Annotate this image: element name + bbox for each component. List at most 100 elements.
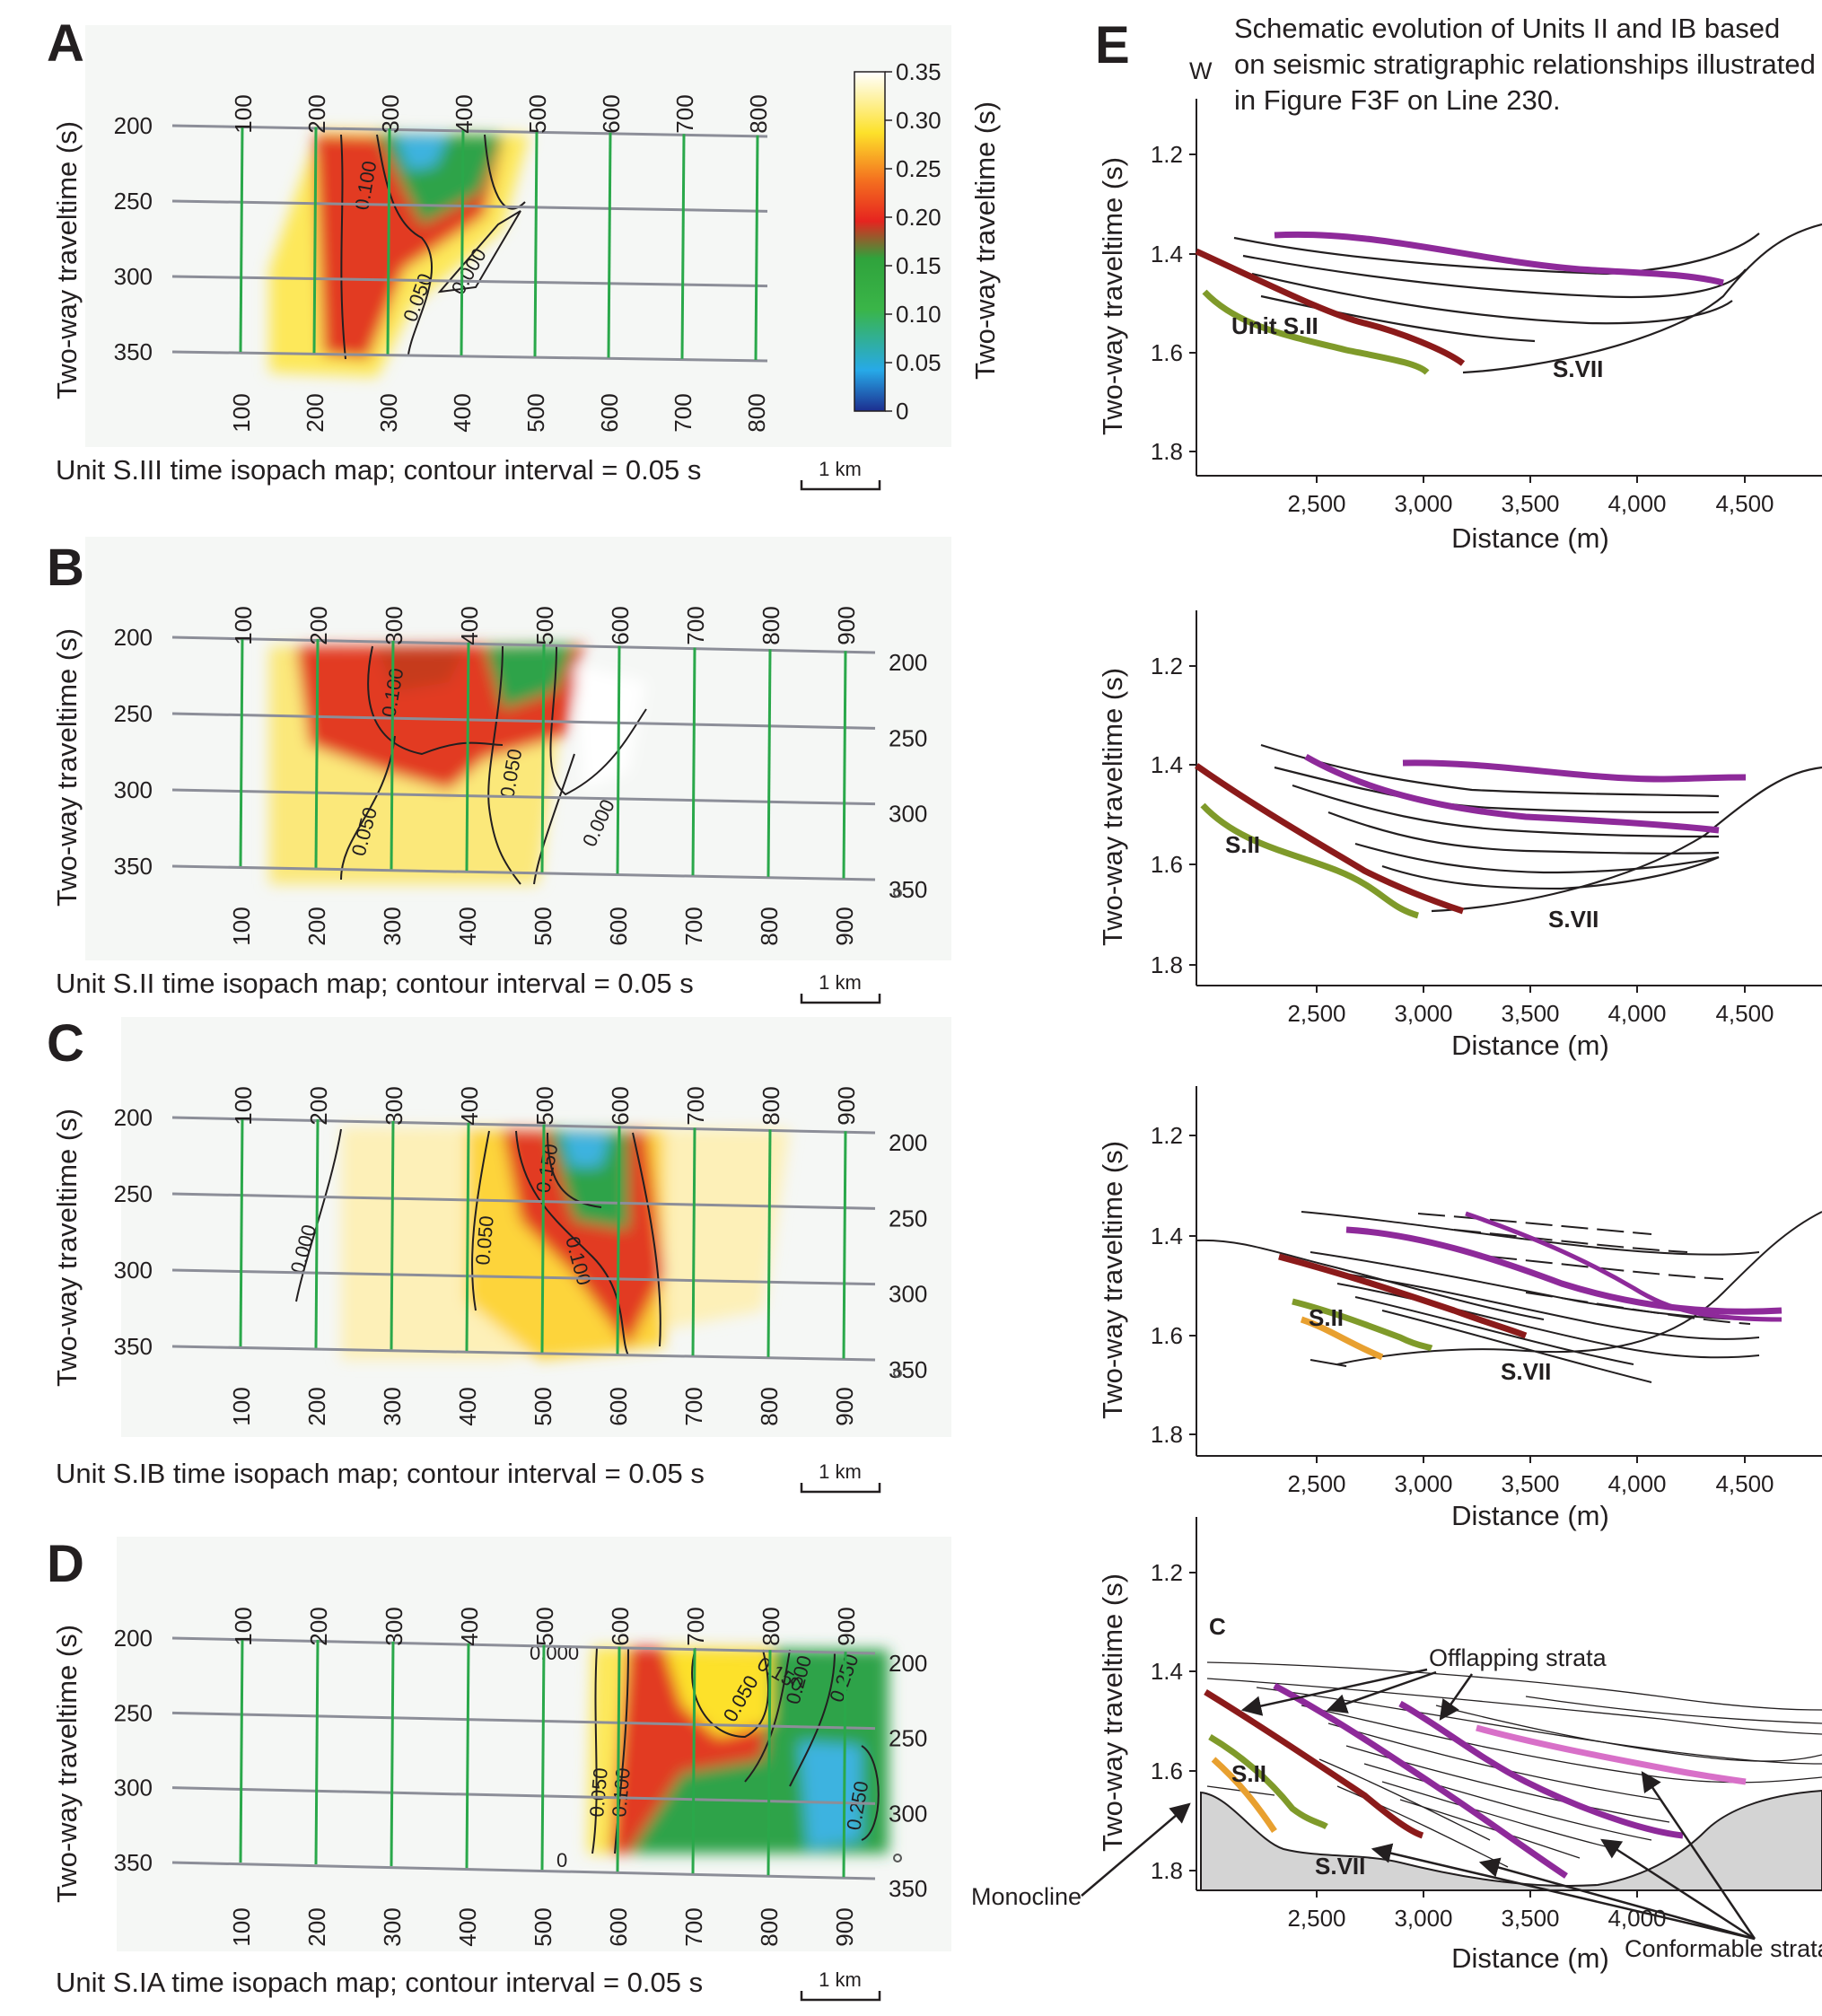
offlap-label: Offlapping strata <box>1429 1644 1607 1671</box>
bottom-tick-label: 500 <box>522 393 549 432</box>
grid-column-line <box>540 1644 546 1871</box>
x-tick-label: 3,000 <box>1394 490 1452 517</box>
top-tick-label: 600 <box>607 1607 634 1645</box>
bottom-tick-label: 100 <box>228 907 255 945</box>
y-tick-label: 350 <box>114 338 153 365</box>
top-tick-label: 600 <box>607 1086 634 1125</box>
map-caption: Unit S.II time isopach map; contour inte… <box>56 968 694 999</box>
bottom-tick-label: 700 <box>680 1387 707 1425</box>
top-tick-label: 900 <box>833 606 860 644</box>
y-tick-label: 200 <box>114 624 153 651</box>
colorbar-tick-label: 0.10 <box>896 301 942 328</box>
y-tick-label: 1.2 <box>1151 141 1183 168</box>
grid-column-line <box>314 1639 320 1865</box>
grid-column-line <box>386 128 391 355</box>
grid-column-line <box>465 1643 470 1869</box>
y-axis-label: Two-way traveltime (s) <box>1097 668 1128 946</box>
y-tick-label: 250 <box>114 1699 153 1726</box>
colorbar-tick-label: 0.30 <box>896 107 942 134</box>
y-tick-label: 350 <box>114 1333 153 1360</box>
bottom-tick-label: 300 <box>379 1387 406 1425</box>
top-tick-label: 700 <box>682 1607 709 1645</box>
scale-bar-icon: 1 km <box>800 971 881 1004</box>
y-tick-label: 250 <box>114 1180 153 1207</box>
right-tick-label: 300 <box>889 801 927 828</box>
right-tick-label: 250 <box>889 1725 927 1752</box>
unit-label: S.II <box>1309 1304 1344 1331</box>
grid-column-line <box>766 649 772 877</box>
contour-label: 0.100 <box>608 1766 635 1818</box>
top-tick-label: 900 <box>833 1086 860 1125</box>
right-tick-label: 250 <box>889 724 927 751</box>
right-tick-label: 300 <box>889 1281 927 1308</box>
reflector-lines <box>1233 223 1822 374</box>
unit-label: Unit S.II <box>1231 312 1318 339</box>
bottom-tick-label: 100 <box>228 393 255 432</box>
top-tick-label: 500 <box>531 606 558 644</box>
grid-row-line <box>171 350 768 363</box>
x-tick-label: 3,000 <box>1394 1000 1452 1027</box>
horizon-purple <box>1345 1226 1783 1315</box>
map-panel-c: C 0.000 0.050 0.150 0.100 20020025025030… <box>47 1014 951 1494</box>
grid-column-line <box>691 1127 696 1356</box>
horizon-maroon <box>1195 248 1466 366</box>
top-tick-label: 700 <box>682 606 709 644</box>
bottom-tick-label: 700 <box>670 393 696 432</box>
panel-title-line: in Figure F3F on Line 230. <box>1234 84 1561 116</box>
x-tick-label: 3,500 <box>1501 1470 1559 1497</box>
top-tick-label: 400 <box>451 94 477 133</box>
y-tick-label: 1.8 <box>1151 1421 1183 1448</box>
grid-column-line <box>239 1117 244 1347</box>
y-tick-label: 350 <box>114 853 153 880</box>
y-tick-label: 200 <box>114 1625 153 1652</box>
panel-letter: A <box>47 14 84 73</box>
contour-lines <box>340 134 526 360</box>
top-tick-label: 500 <box>524 94 551 133</box>
y-tick-label: 1.6 <box>1151 1322 1183 1349</box>
top-tick-label: 300 <box>381 1086 407 1125</box>
y-tick-label: 1.8 <box>1151 438 1183 465</box>
cross-section-1: 1.2 1.4 1.6 1.8 2,500 3,000 3,500 4,000 4,500 Dis… <box>1097 99 1822 554</box>
map-panel-b: B 0.100 0.050 0.050 0.000 20020025025030… <box>47 537 951 1004</box>
map-edge-marker-icon <box>893 889 902 898</box>
tick-labels: 200 200 250 250 300 300 350 350 100 100 200 200 300 3… <box>114 1086 928 1425</box>
scale-label: 1 km <box>819 1968 862 1991</box>
reflector-lines <box>1206 1661 1822 1868</box>
top-tick-label: 700 <box>671 94 698 133</box>
grid-column-line <box>540 1124 546 1353</box>
horizon-maroon <box>1194 763 1465 915</box>
right-tick-label: 350 <box>889 1875 927 1902</box>
grid-row-line <box>171 712 876 730</box>
grid-row-line <box>171 1636 876 1655</box>
bottom-tick-label: 800 <box>756 907 783 945</box>
panel-letter: E <box>1095 16 1130 75</box>
bottom-tick-label: 400 <box>454 907 481 945</box>
scale-bar-icon: 1 km <box>800 1968 881 2002</box>
y-tick-label: 300 <box>114 776 153 803</box>
top-tick-label: 400 <box>456 606 483 644</box>
top-tick-label: 800 <box>758 1607 784 1645</box>
bottom-tick-label: 700 <box>680 1907 707 1946</box>
x-tick-label: 4,000 <box>1607 1470 1666 1497</box>
horizon-purple <box>1274 231 1724 286</box>
grid-row-line <box>171 788 876 806</box>
grid-column-line <box>754 135 759 361</box>
x-tick-label: 2,500 <box>1287 1905 1345 1932</box>
scale-bar-icon: 1 km <box>800 458 881 491</box>
map-panel-a: A 0.100 0.050 0.000 20025030035010010020… <box>47 14 951 491</box>
horizon-orange <box>1300 1316 1384 1361</box>
grid-row-line <box>171 1268 876 1286</box>
y-tick-label: 1.8 <box>1151 1857 1183 1884</box>
cross-section-4: 1.2 1.4 1.6 1.8 2,500 3,000 3,500 4,000 Distance… <box>971 1517 1822 1974</box>
grid-lines <box>171 635 876 881</box>
x-tick-label: 4,500 <box>1715 1470 1774 1497</box>
y-axis-label: Two-way traveltime (s) <box>1097 1141 1128 1419</box>
top-tick-label: 200 <box>305 1607 332 1645</box>
grid-column-line <box>460 129 465 355</box>
grid-row-line <box>171 1345 876 1362</box>
top-tick-label: 200 <box>305 1086 332 1125</box>
grid-row-line <box>171 275 768 288</box>
y-tick-label: 200 <box>114 112 153 139</box>
y-axis-label: Two-way traveltime (s) <box>51 628 83 907</box>
y-axis-label: Two-way traveltime (s) <box>51 1625 83 1903</box>
